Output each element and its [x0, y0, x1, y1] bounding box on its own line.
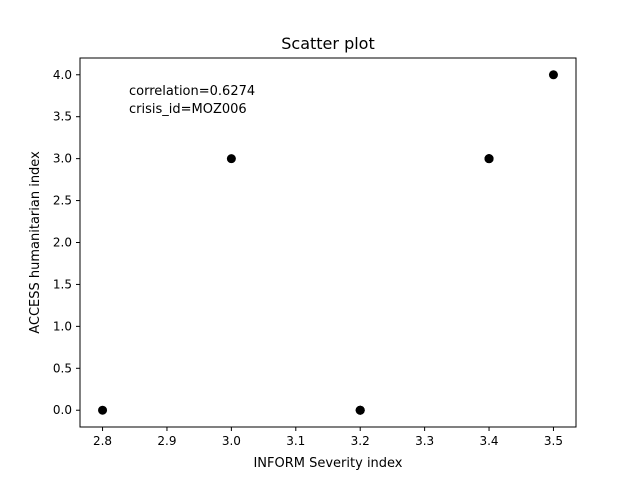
scatter-point [355, 405, 365, 415]
chart-title: Scatter plot [281, 34, 374, 53]
x-axis-label: INFORM Severity index [253, 456, 402, 471]
y-tick-label: 4.0 [53, 68, 72, 82]
y-tick-label: 3.0 [53, 152, 72, 166]
y-axis-label: ACCESS humanitarian index [28, 151, 43, 334]
y-axis-ticks: 0.0 0.5 1.0 1.5 2.0 2.5 3.0 3.5 4.0 [53, 68, 80, 417]
scatter-point [226, 154, 236, 164]
scatter-point [484, 154, 494, 164]
data-points [98, 70, 558, 415]
annotation-correlation: correlation=0.6274 [129, 84, 255, 99]
y-tick-label: 3.5 [53, 110, 72, 124]
y-tick-label: 2.0 [53, 236, 72, 250]
y-tick-label: 0.0 [53, 403, 72, 417]
y-tick-label: 1.0 [53, 319, 72, 333]
y-tick-label: 2.5 [53, 194, 72, 208]
y-tick-label: 1.5 [53, 277, 72, 291]
x-tick-label: 3.2 [351, 434, 370, 448]
y-tick-label: 0.5 [53, 361, 72, 375]
scatter-point [548, 70, 558, 80]
annotation-crisis-id: crisis_id=MOZ006 [129, 102, 247, 117]
x-tick-label: 2.9 [157, 434, 176, 448]
scatter-point [98, 405, 108, 415]
x-tick-label: 3.3 [415, 434, 434, 448]
x-tick-label: 3.1 [286, 434, 305, 448]
x-tick-label: 3.4 [479, 434, 498, 448]
x-tick-label: 2.8 [93, 434, 112, 448]
x-tick-label: 3.0 [222, 434, 241, 448]
x-tick-label: 3.5 [544, 434, 563, 448]
x-axis-ticks: 2.8 2.9 3.0 3.1 3.2 3.3 3.4 3.5 [93, 427, 563, 448]
